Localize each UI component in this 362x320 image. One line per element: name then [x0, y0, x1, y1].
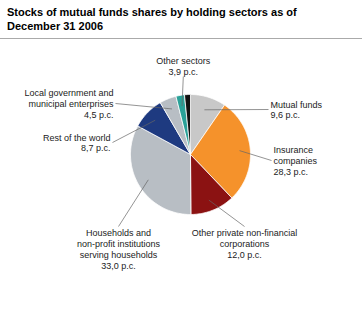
svg-text:Local government andmunicipal: Local government andmunicipal enterprise… — [24, 88, 114, 120]
svg-text:Households andnon-profit insti: Households andnon-profit institutionsser… — [77, 228, 161, 270]
svg-text:Rest of the world8,7 p.c.: Rest of the world8,7 p.c. — [43, 133, 111, 154]
svg-text:Insurancecompanies28,3 p.c.: Insurancecompanies28,3 p.c. — [274, 145, 318, 177]
html-text:Stocks of mutual funds shares: Stocks of mutual funds shares by holding… — [7, 6, 297, 32]
svg-text:Mutual funds9,6 p.c.: Mutual funds9,6 p.c. — [271, 100, 323, 121]
svg-text:Other private non-financialcor: Other private non-financialcorporations1… — [192, 228, 298, 260]
svg-text:Other sectors3,9 p.c.: Other sectors3,9 p.c. — [156, 56, 211, 77]
